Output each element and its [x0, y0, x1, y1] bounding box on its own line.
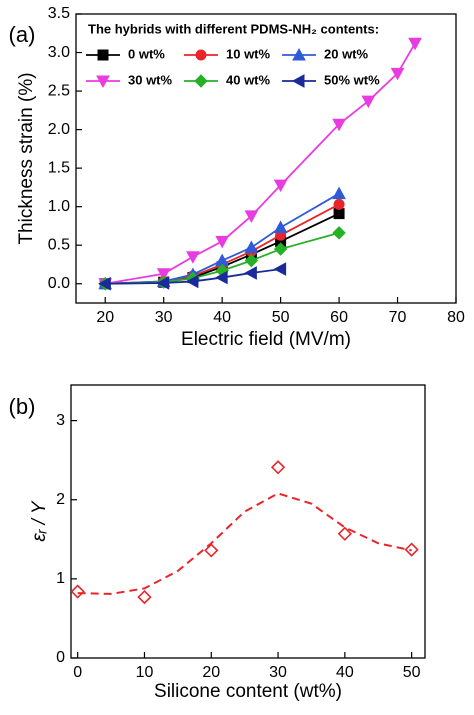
x-tick-label: 50	[403, 664, 421, 681]
marker	[156, 268, 171, 281]
marker	[291, 74, 305, 88]
y-axis-label: εᵣ / Y	[29, 500, 50, 541]
marker	[273, 242, 288, 256]
marker	[332, 118, 346, 132]
x-tick-label: 40	[213, 309, 231, 326]
marker	[195, 49, 207, 61]
legend-label: 0 wt%	[128, 46, 165, 61]
x-tick-label: 0	[73, 664, 82, 681]
panel-label: (b)	[9, 394, 36, 419]
marker	[70, 584, 85, 599]
legend: The hybrids with different PDMS-NH₂ cont…	[86, 21, 380, 89]
marker	[244, 210, 259, 223]
marker	[96, 75, 110, 89]
plot-frame	[70, 384, 426, 659]
marker	[186, 251, 200, 264]
marker	[332, 226, 346, 240]
y-tick-label: 1	[56, 570, 65, 587]
y-tick-label: 3.5	[48, 5, 70, 22]
y-tick-label: 1.0	[48, 198, 70, 215]
y-tick-label: 2	[56, 491, 65, 508]
marker	[273, 179, 288, 193]
legend-label: 10 wt%	[226, 46, 271, 61]
marker	[185, 274, 199, 289]
marker	[361, 95, 376, 109]
y-tick-label: 1.5	[48, 159, 70, 176]
marker	[333, 198, 345, 210]
marker	[292, 47, 306, 61]
marker	[337, 526, 352, 541]
y-tick-label: 3	[56, 412, 65, 429]
x-tick-label: 20	[202, 664, 220, 681]
x-tick-label: 30	[155, 309, 173, 326]
marker	[98, 276, 111, 291]
legend-label: 50% wt%	[324, 72, 380, 87]
marker	[273, 262, 287, 276]
x-tick-label: 10	[136, 664, 154, 681]
marker	[270, 460, 286, 475]
y-tick-label: 2.0	[48, 121, 70, 138]
y-tick-label: 0.5	[48, 236, 70, 253]
y-axis-label: Thickness strain (%)	[16, 72, 37, 244]
y-tick-label: 2.5	[48, 82, 70, 99]
x-tick-label: 50	[272, 309, 290, 326]
panel-label: (a)	[9, 22, 36, 47]
x-tick-label: 40	[336, 664, 354, 681]
y-tick-label: 0	[56, 649, 65, 666]
marker	[194, 74, 208, 88]
marker	[215, 270, 228, 285]
legend-label: 30 wt%	[128, 72, 173, 87]
marker	[273, 220, 288, 233]
marker	[333, 208, 345, 220]
marker	[390, 67, 405, 81]
y-tick-label: 0.0	[48, 275, 70, 292]
x-axis-label: Silicone content (wt%)	[154, 681, 342, 702]
marker	[408, 37, 422, 51]
x-tick-label: 60	[330, 309, 348, 326]
x-tick-label: 80	[447, 309, 465, 326]
marker	[156, 276, 170, 290]
x-tick-label: 70	[389, 309, 407, 326]
marker	[215, 235, 229, 249]
y-tick-label: 3.0	[48, 44, 70, 61]
marker	[332, 186, 346, 200]
marker	[97, 49, 109, 61]
x-axis-label: Electric field (MV/m)	[181, 329, 351, 350]
x-tick-label: 20	[96, 309, 114, 326]
marker	[204, 543, 219, 558]
marker	[137, 589, 152, 605]
x-tick-label: 30	[269, 664, 287, 681]
legend-label: 20 wt%	[324, 46, 369, 61]
marker	[244, 266, 257, 280]
plot-frame	[75, 13, 457, 304]
marker	[244, 240, 259, 254]
fit-curve	[77, 492, 412, 595]
marker	[244, 253, 259, 268]
series-line	[105, 42, 416, 285]
legend-title: The hybrids with different PDMS-NH₂ cont…	[88, 21, 379, 36]
legend-label: 40 wt%	[226, 72, 271, 87]
